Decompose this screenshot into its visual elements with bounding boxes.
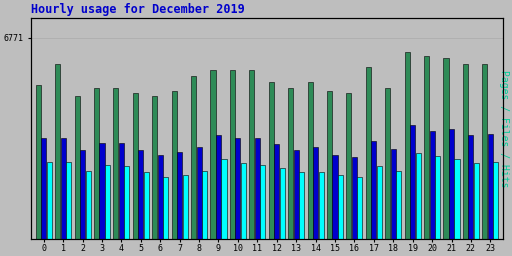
Bar (236, 138, 241, 239)
Bar (133, 93, 138, 239)
Bar (36, 84, 41, 239)
Bar (352, 157, 357, 239)
Bar (430, 131, 435, 239)
Bar (197, 147, 202, 239)
Bar (416, 153, 421, 239)
Bar (463, 64, 468, 239)
Bar (280, 168, 285, 239)
Bar (86, 171, 91, 239)
Bar (183, 175, 188, 239)
Bar (119, 143, 124, 239)
Bar (404, 52, 410, 239)
Bar (66, 162, 71, 239)
Bar (124, 166, 130, 239)
Bar (138, 150, 143, 239)
Bar (377, 166, 382, 239)
Bar (308, 82, 313, 239)
Bar (424, 56, 429, 239)
Bar (152, 97, 157, 239)
Bar (366, 67, 371, 239)
Bar (177, 152, 182, 239)
Bar (249, 70, 254, 239)
Bar (75, 97, 79, 239)
Bar (191, 76, 196, 239)
Bar (241, 163, 246, 239)
Bar (274, 144, 279, 239)
Bar (230, 70, 235, 239)
Bar (494, 162, 498, 239)
Bar (288, 88, 293, 239)
Bar (269, 82, 274, 239)
Bar (313, 147, 318, 239)
Bar (338, 175, 343, 239)
Bar (222, 159, 226, 239)
Bar (396, 171, 401, 239)
Bar (163, 177, 168, 239)
Bar (294, 150, 298, 239)
Bar (113, 88, 118, 239)
Bar (488, 134, 493, 239)
Bar (391, 148, 396, 239)
Bar (210, 70, 216, 239)
Bar (332, 155, 337, 239)
Bar (158, 155, 163, 239)
Bar (255, 138, 260, 239)
Bar (327, 91, 332, 239)
Bar (371, 141, 376, 239)
Bar (94, 88, 99, 239)
Bar (41, 138, 46, 239)
Bar (482, 64, 487, 239)
Bar (385, 88, 390, 239)
Bar (474, 163, 479, 239)
Bar (318, 172, 324, 239)
Bar (47, 162, 52, 239)
Bar (260, 165, 265, 239)
Bar (410, 125, 415, 239)
Bar (60, 138, 66, 239)
Bar (55, 64, 60, 239)
Bar (357, 177, 362, 239)
Bar (105, 165, 110, 239)
Bar (449, 129, 454, 239)
Bar (435, 156, 440, 239)
Bar (216, 135, 221, 239)
Bar (455, 159, 460, 239)
Y-axis label: Pages / Files / Hits: Pages / Files / Hits (499, 70, 508, 187)
Bar (299, 172, 304, 239)
Bar (347, 93, 351, 239)
Bar (172, 91, 177, 239)
Bar (468, 135, 474, 239)
Bar (144, 172, 149, 239)
Text: Hourly usage for December 2019: Hourly usage for December 2019 (31, 4, 245, 16)
Bar (202, 171, 207, 239)
Bar (443, 58, 449, 239)
Bar (99, 143, 104, 239)
Bar (80, 150, 85, 239)
